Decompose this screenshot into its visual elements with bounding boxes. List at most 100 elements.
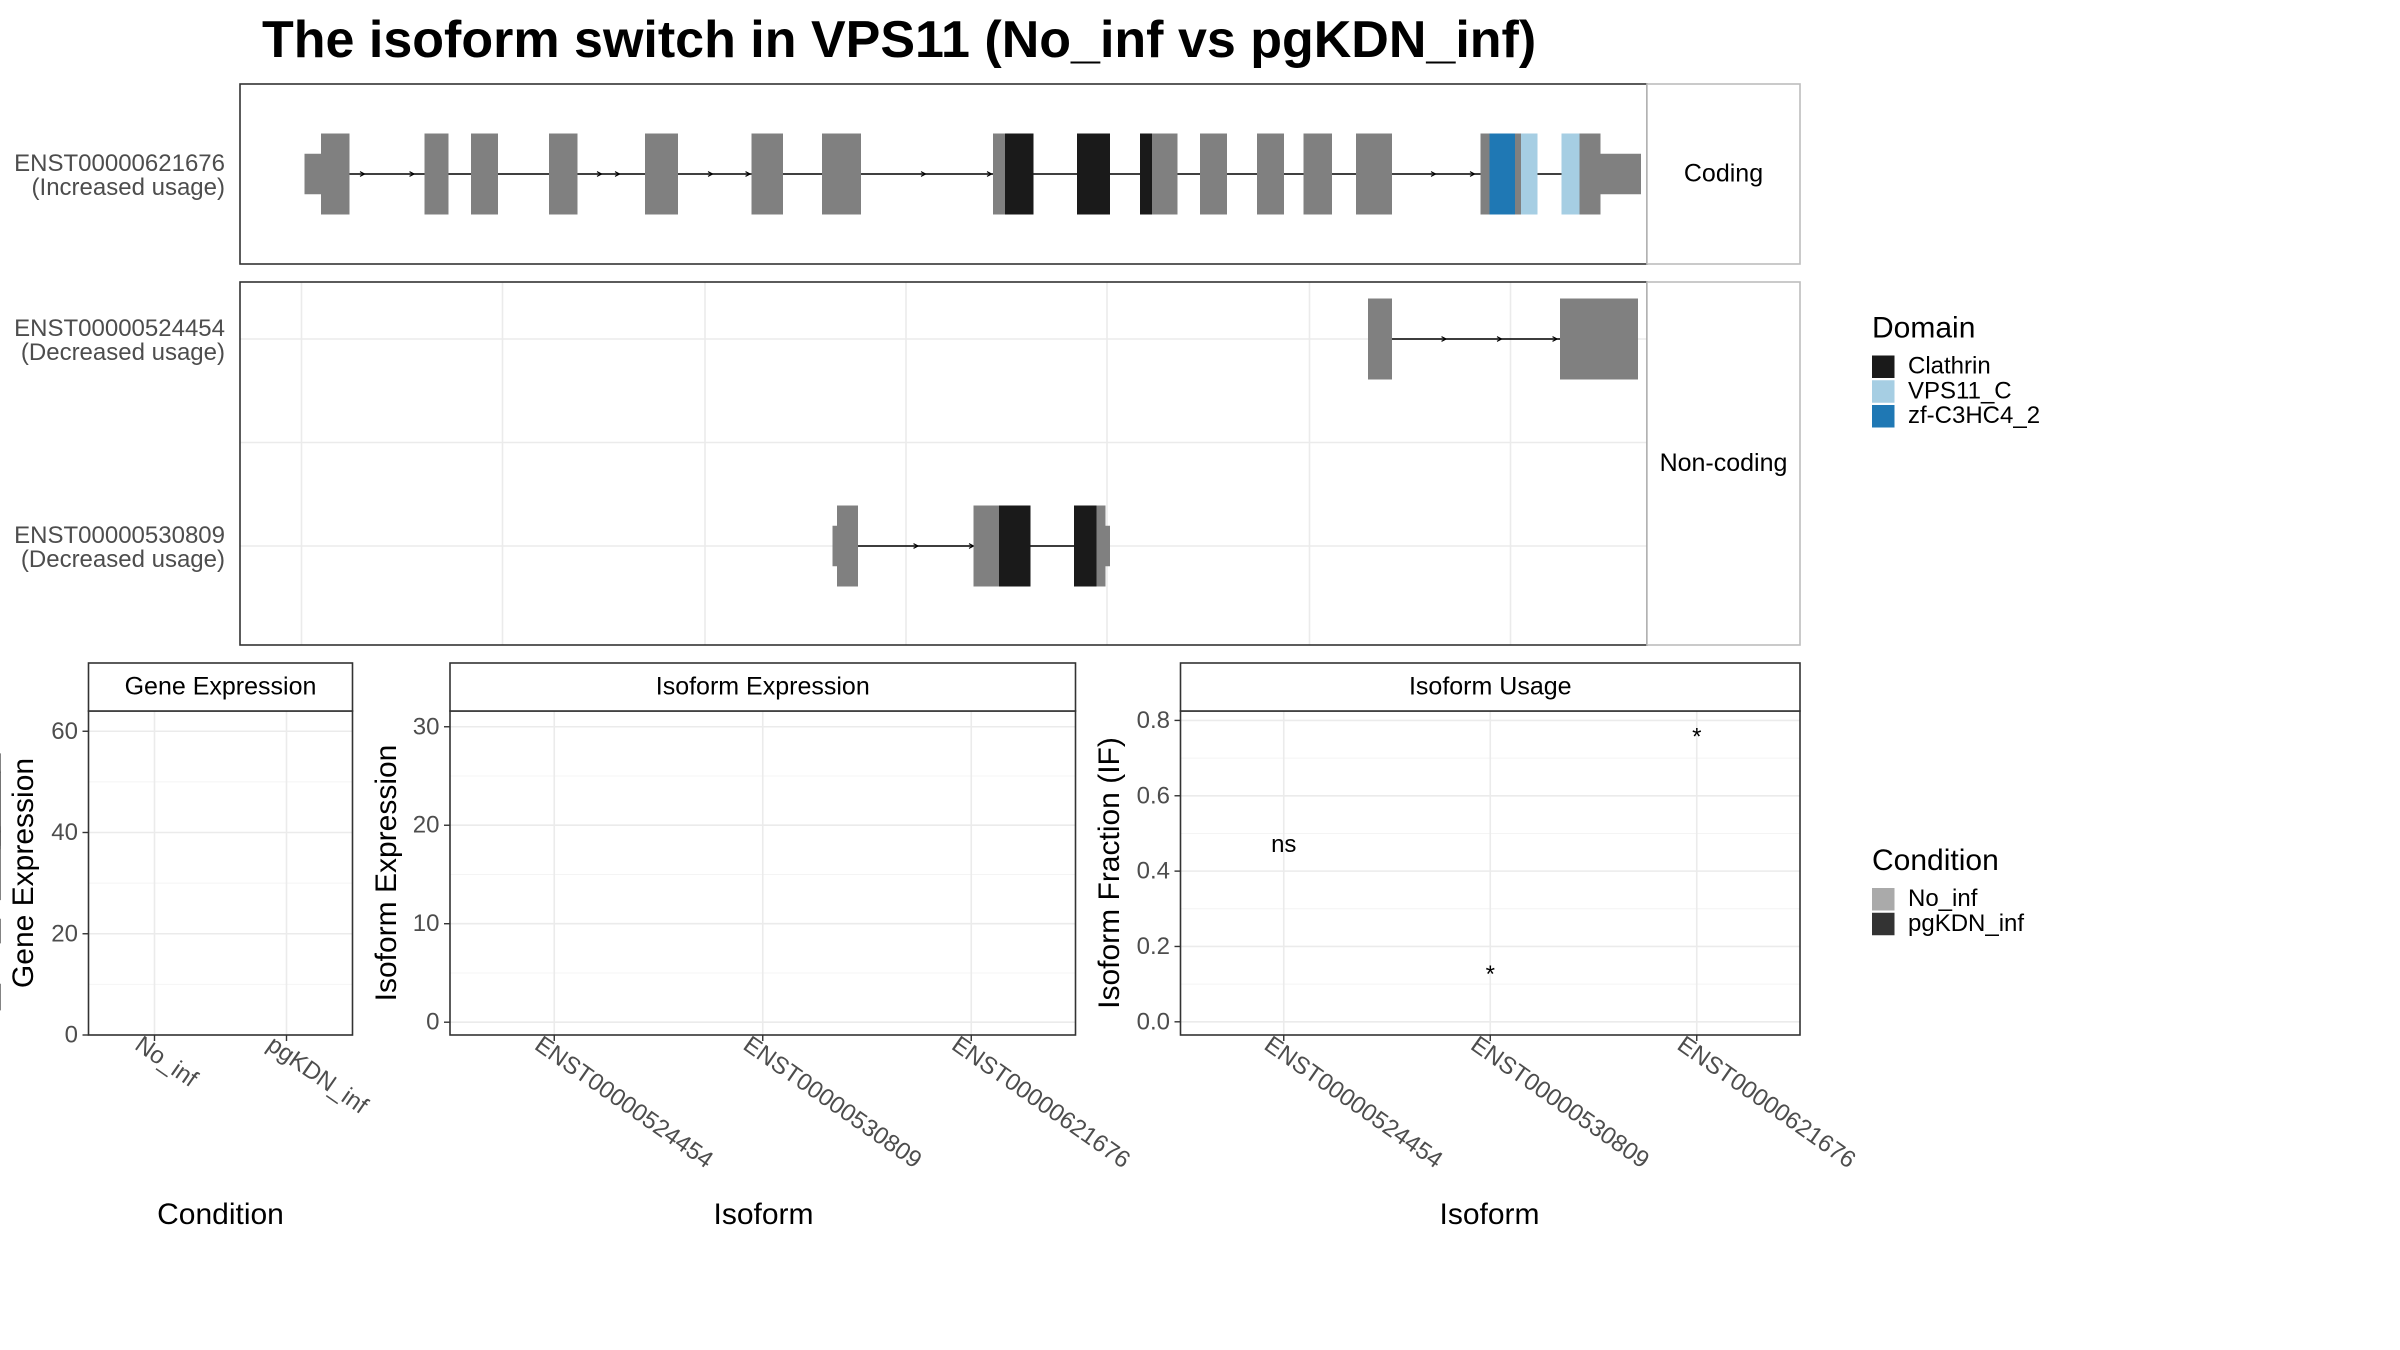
transcript-usage-label: (Decreased usage): [21, 339, 225, 366]
legend-key: [1872, 888, 1895, 911]
strand-arrow: [1496, 336, 1503, 342]
legend-key: [1872, 405, 1895, 428]
chart-gene-expression: Gene Expression 0 20 40 60 No_inf pgKDN_inf Con…: [0, 662, 373, 1231]
strand-arrow: [409, 171, 416, 177]
transcript-id-label: ENST00000524454: [14, 315, 225, 342]
domain-VPS11_C: [1521, 133, 1538, 215]
legend-key: [1872, 380, 1895, 403]
strand-arrow: [920, 171, 927, 177]
domain-Clathrin: [999, 505, 1031, 587]
exon: [304, 153, 321, 195]
strand-arrow: [707, 171, 714, 177]
exon: [1105, 525, 1110, 567]
strand-arrow: [986, 171, 993, 177]
legend-key: [1872, 912, 1895, 936]
exon: [1356, 133, 1392, 215]
x-tick-label: ENST00000530809: [1466, 1031, 1654, 1174]
exon: [1480, 133, 1490, 215]
y-tick-label: 40: [51, 819, 78, 846]
facet-strip-label: Gene Expression: [125, 673, 317, 701]
exon: [1600, 153, 1641, 195]
exon: [832, 525, 837, 567]
bar-charts: Gene Expression 0 20 40 60 No_inf pgKDN_inf Con…: [0, 662, 1861, 1231]
y-tick-label: 20: [51, 920, 78, 947]
legend-label: pgKDN_inf: [1908, 910, 2024, 937]
significance-label: ns: [1271, 831, 1296, 858]
plot-background: [88, 711, 353, 1035]
transcript-ENST00000621676: ENST00000621676(Increased usage): [14, 133, 1641, 215]
y-tick-label: 0.0: [1137, 1008, 1170, 1035]
strand-arrow: [1469, 171, 1476, 177]
exon: [1257, 133, 1284, 215]
exon: [751, 133, 783, 215]
strand-arrow: [745, 171, 752, 177]
facet-strip: [1646, 83, 1801, 265]
y-tick-label: 0: [426, 1009, 439, 1036]
y-tick-label: 10: [413, 910, 440, 937]
strand-arrow: [614, 171, 621, 177]
exon: [1579, 133, 1601, 215]
facet-strip-label: Isoform Expression: [656, 673, 870, 701]
x-tick-label: ENST00000530809: [738, 1031, 926, 1174]
strand-arrow: [1552, 336, 1559, 342]
exon: [424, 133, 449, 215]
significance-label: *: [1692, 724, 1701, 751]
exon: [645, 133, 678, 215]
exon: [973, 505, 999, 587]
transcript-structure-panel: Coding Non-coding ENST00000621676(Increase…: [14, 83, 1801, 646]
exon: [1096, 505, 1106, 587]
y-tick-label: 0.2: [1137, 933, 1170, 960]
exon: [837, 505, 858, 587]
x-tick-label: pgKDN_inf: [262, 1031, 373, 1120]
transcript-ENST00000524454: ENST00000524454(Decreased usage): [14, 298, 1638, 380]
y-axis-title: Gene Expression: [7, 758, 40, 988]
legend-key: [1872, 355, 1895, 378]
facet-non-coding: Non-coding: [239, 281, 1801, 646]
transcript-id-label: ENST00000621676: [14, 150, 225, 177]
y-axis-title: Isoform Fraction (IF): [1093, 737, 1126, 1009]
x-axis-title: Isoform: [1439, 1198, 1539, 1231]
legend-label: Clathrin: [1908, 353, 1991, 380]
legend-label: VPS11_C: [1908, 377, 2012, 404]
strand-arrow: [359, 171, 366, 177]
strand-arrow: [1441, 336, 1448, 342]
figure-title: The isoform switch in VPS11 (No_inf vs p…: [262, 11, 1536, 69]
significance-label: *: [1486, 961, 1495, 988]
facet-strip-label: Isoform Usage: [1409, 673, 1572, 701]
y-tick-label: 0.8: [1137, 707, 1170, 734]
facet-strip: [1179, 662, 1801, 712]
domain-Clathrin: [1074, 505, 1097, 587]
exon: [1303, 133, 1332, 215]
domain-VPS11_C: [1561, 133, 1580, 215]
y-tick-label: 0: [65, 1022, 78, 1049]
legend-label: zf-C3HC4_2: [1908, 402, 2040, 429]
domain-Clathrin: [1005, 133, 1034, 215]
x-axis-title: Isoform: [713, 1198, 813, 1231]
exon: [1152, 133, 1178, 215]
facet-strip: [87, 662, 354, 712]
exon: [1200, 133, 1227, 215]
transcript-usage-label: (Decreased usage): [21, 546, 225, 573]
exon: [549, 133, 578, 215]
domain-zf-C3HC4_2: [1489, 133, 1515, 215]
domain-Clathrin: [1077, 133, 1110, 215]
y-tick-label: 0.6: [1137, 782, 1170, 809]
exon: [321, 133, 350, 215]
x-tick-label: ENST00000621676: [947, 1031, 1135, 1174]
legend-title: Domain: [1872, 312, 1975, 345]
x-tick-label: ENST00000621676: [1672, 1031, 1860, 1174]
exon: [1560, 298, 1638, 380]
y-tick-label: 0.4: [1137, 858, 1170, 885]
facet-background: [240, 282, 1647, 645]
transcript-ENST00000530809: ENST00000530809(Decreased usage): [14, 505, 1110, 587]
facet-strip-label: Non-coding: [1660, 449, 1788, 477]
exon: [993, 133, 1005, 215]
legend-title: Condition: [1872, 844, 1999, 877]
y-tick-label: 60: [51, 718, 78, 745]
exon: [1368, 298, 1392, 380]
legend-label: No_inf: [1908, 885, 1978, 912]
